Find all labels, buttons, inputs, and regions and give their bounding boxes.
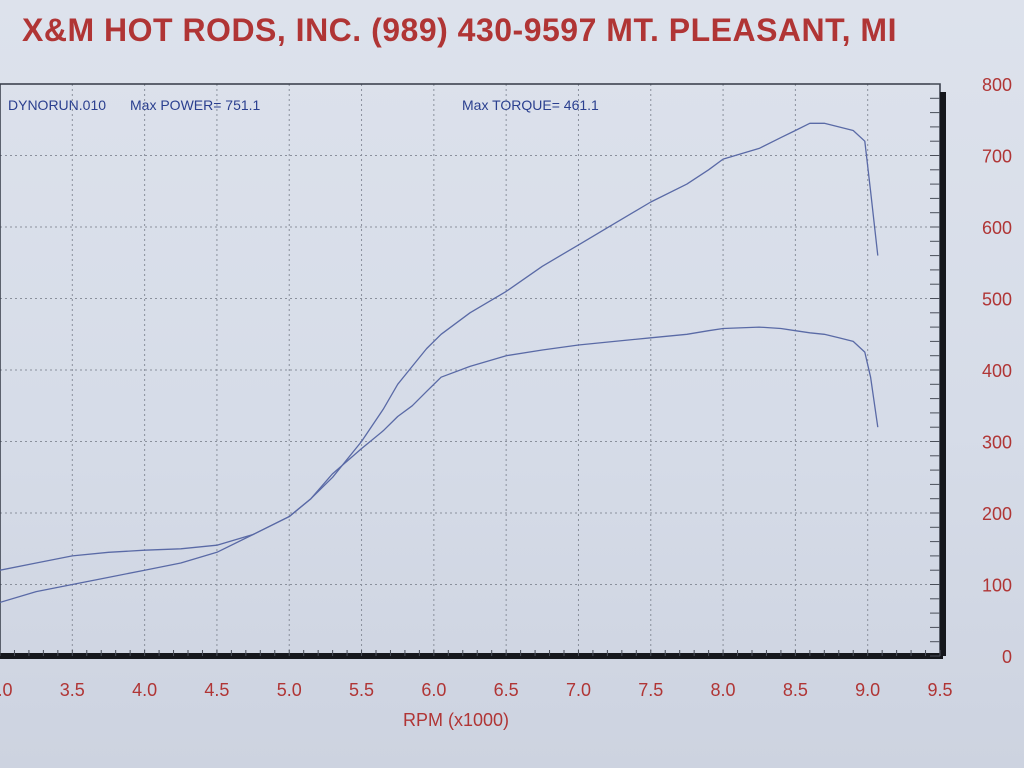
y-tick-label: 500 [982, 290, 1012, 310]
plot-frame [0, 83, 941, 659]
y-tick-label: 100 [982, 576, 1012, 596]
x-tick-label: 5.0 [277, 680, 302, 700]
x-tick-label: 7.0 [566, 680, 591, 700]
x-tick-label: 6.5 [494, 680, 519, 700]
x-tick-label: 9.0 [855, 680, 880, 700]
x-tick-label: 7.5 [638, 680, 663, 700]
max-torque-label: Max TORQUE= 461.1 [462, 97, 599, 113]
x-tick-label: 8.5 [783, 680, 808, 700]
x-tick-label: 3.0 [0, 680, 13, 700]
y-tick-label: 800 [982, 75, 1012, 95]
x-tick-label: 3.5 [60, 680, 85, 700]
max-power-label: Max POWER= 751.1 [130, 97, 261, 113]
x-tick-label: 4.0 [132, 680, 157, 700]
shop-header-title: X&M HOT RODS, INC. (989) 430-9597 MT. PL… [22, 12, 897, 48]
series-line-power [0, 122, 879, 604]
x-axis-label: RPM (x1000) [403, 710, 509, 730]
chart-ticks: 3.0 3.5 4.0 4.5 5.0 5.5 6.0 6.5 7.0 7.5 8.0 8.5 9.0 9… [0, 75, 1012, 700]
y-tick-label: 600 [982, 218, 1012, 238]
chart-series [0, 122, 879, 604]
y-tick-label: 400 [982, 361, 1012, 381]
y-tick-label: 200 [982, 504, 1012, 524]
x-tick-label: 8.0 [711, 680, 736, 700]
x-tick-label: 6.0 [421, 680, 446, 700]
y-tick-label: 300 [982, 433, 1012, 453]
x-tick-label: 9.5 [927, 680, 952, 700]
x-tick-label: 5.5 [349, 680, 374, 700]
y-tick-label: 0 [1002, 647, 1012, 667]
chart-grid [0, 84, 940, 656]
series-line-torque [0, 326, 879, 571]
x-tick-label: 4.5 [204, 680, 229, 700]
y-tick-label: 700 [982, 147, 1012, 167]
run-label: DYNORUN.010 [8, 97, 106, 113]
